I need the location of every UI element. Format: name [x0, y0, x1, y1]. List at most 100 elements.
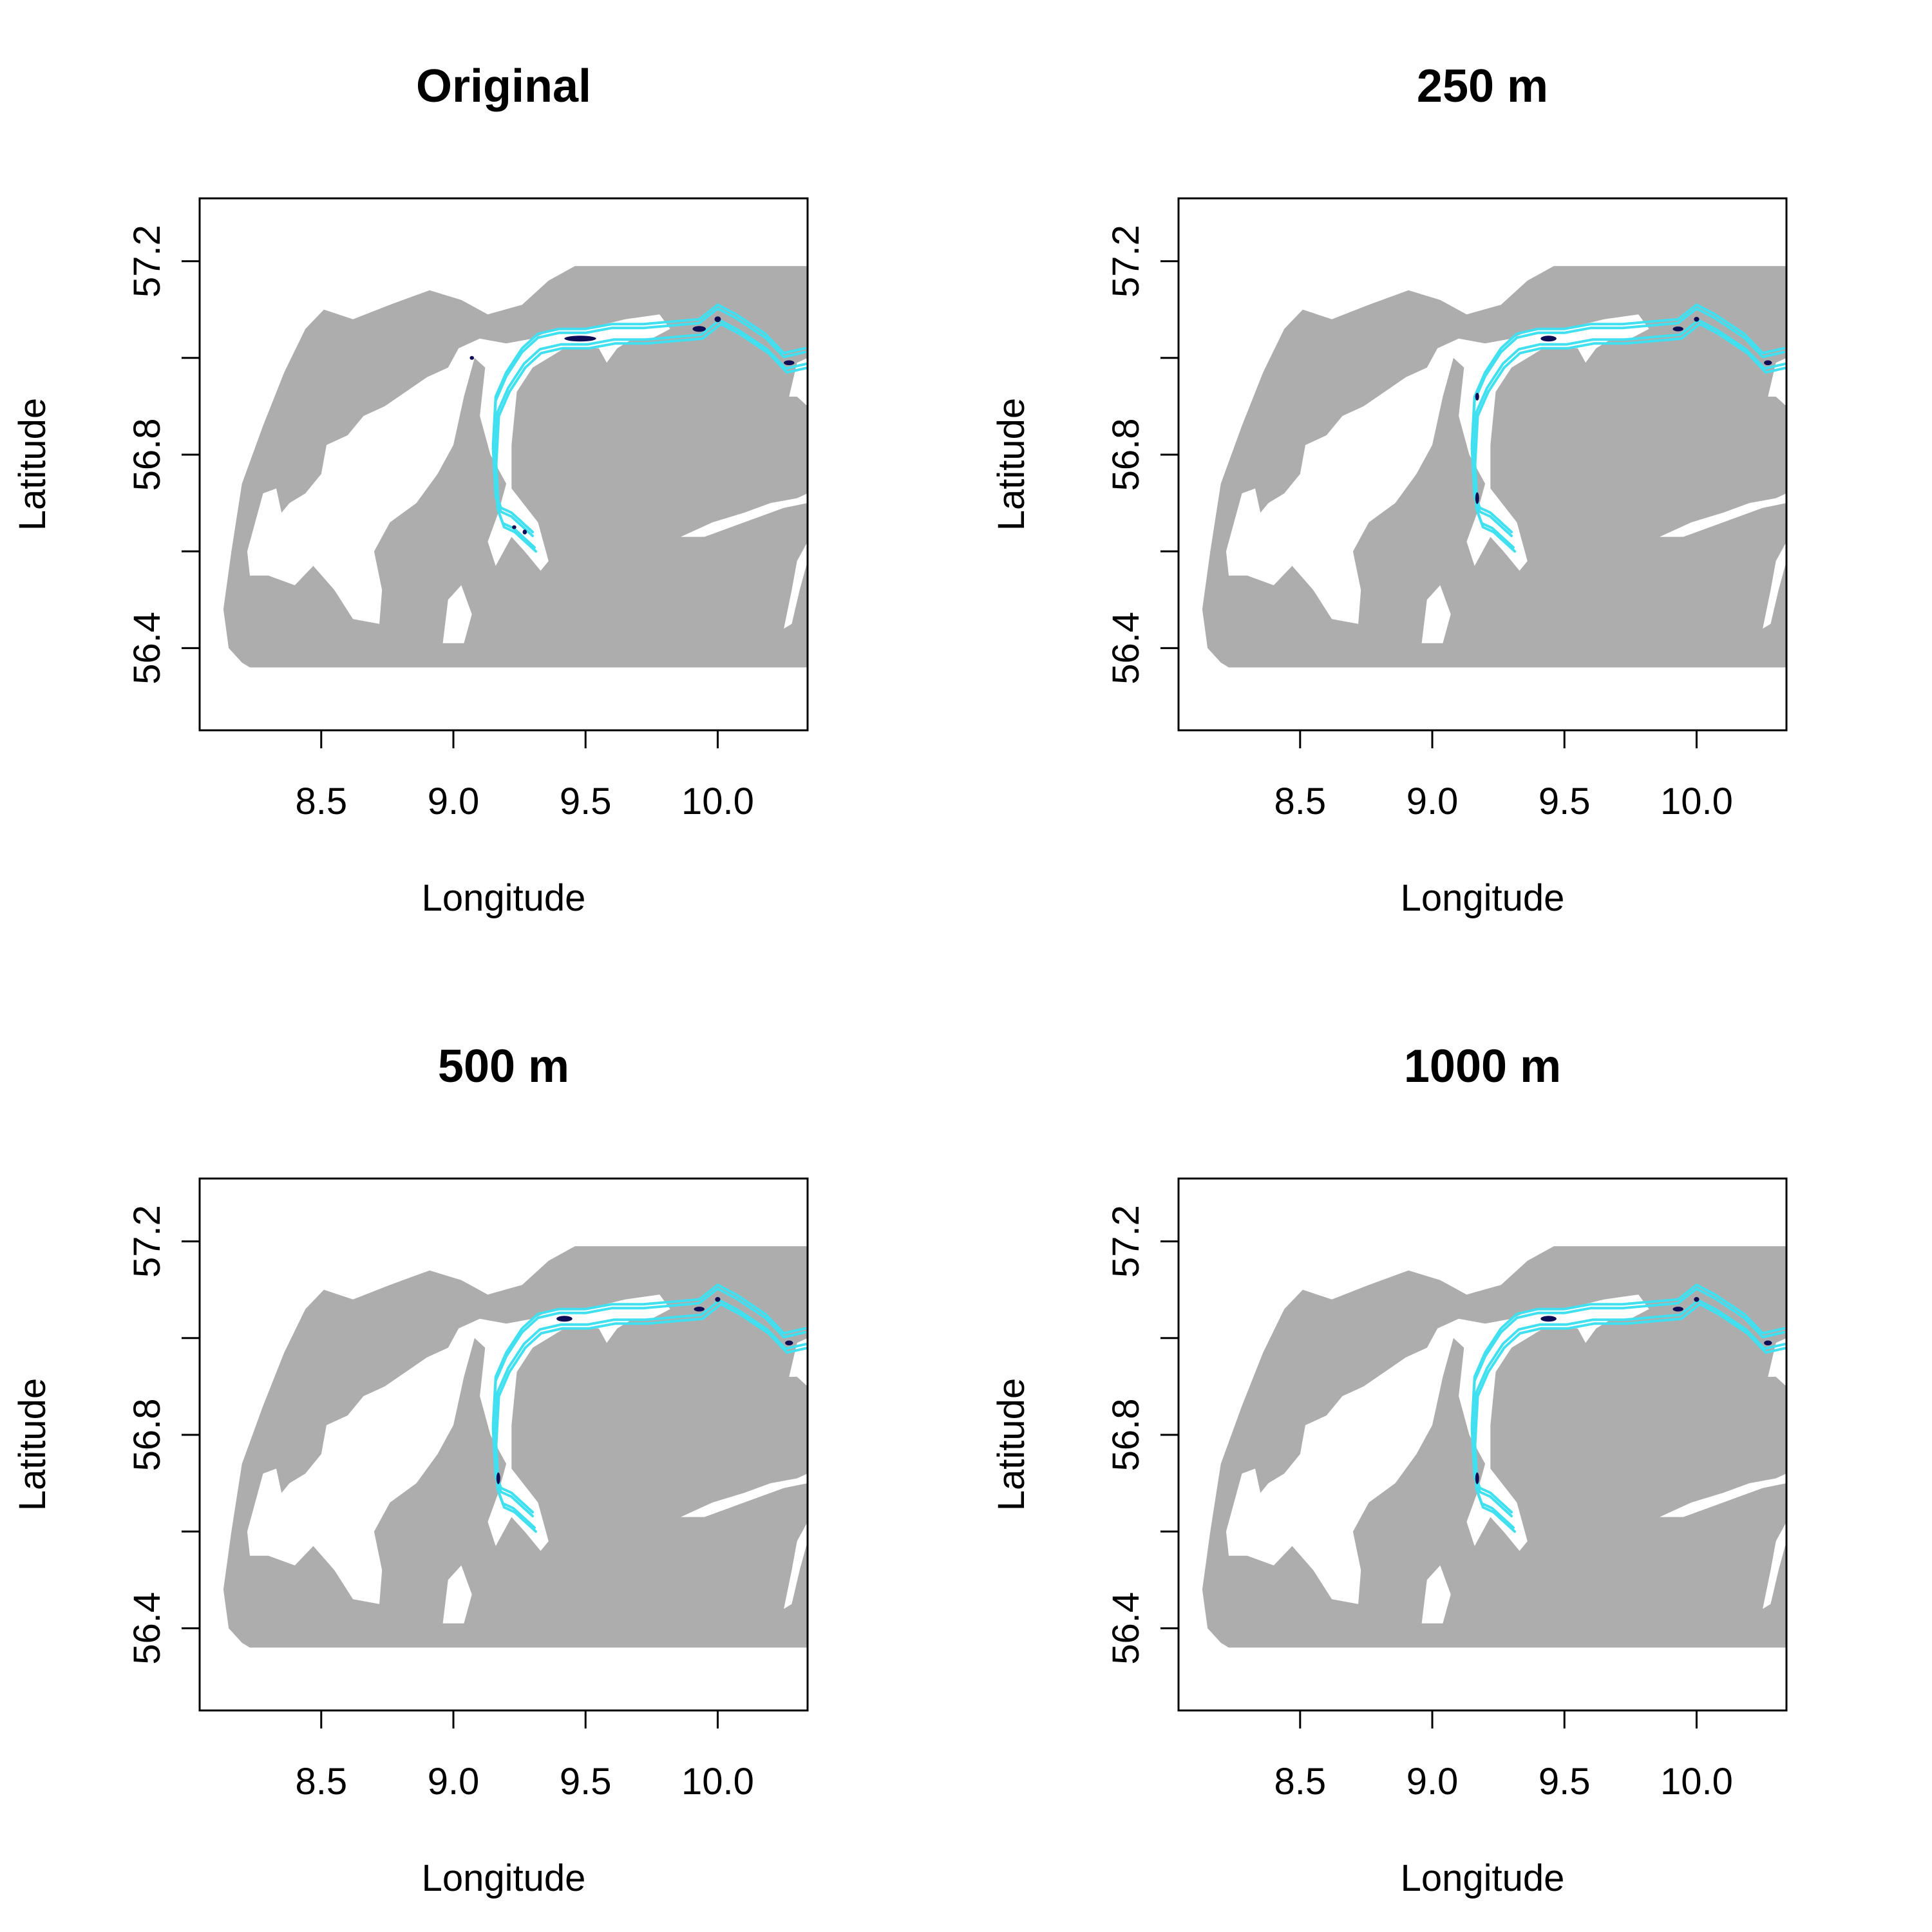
x-axis-label: Longitude [1401, 1857, 1565, 1899]
y-tick-label: 56.4 [126, 612, 168, 685]
x-axis-label: Longitude [422, 877, 586, 919]
y-tick-label: 56.8 [1105, 419, 1147, 491]
route-line [491, 1287, 806, 1518]
map-area [1202, 1246, 1786, 1648]
y-tick-label: 56.4 [1105, 612, 1147, 685]
route-line [1472, 1299, 1786, 1530]
x-axis-label: Longitude [422, 1857, 586, 1899]
y-axis-label: Latitude [12, 398, 53, 531]
density-hotspot [1475, 392, 1479, 401]
map-area [223, 1246, 808, 1648]
x-tick-label: 9.5 [560, 781, 612, 822]
water-body [784, 1522, 808, 1609]
density-hotspot [1694, 316, 1700, 322]
density-hotspot [694, 1306, 705, 1312]
x-tick-label: 10.0 [681, 781, 754, 822]
water-body [1763, 542, 1786, 629]
water-body [681, 493, 808, 537]
x-axis-label: Longitude [1401, 877, 1565, 919]
map-area [223, 266, 808, 668]
density-hotspot [564, 336, 596, 342]
map-area [1202, 266, 1786, 668]
density-hotspot [1694, 1296, 1700, 1302]
water-body [1660, 1473, 1786, 1517]
water-body [1763, 1522, 1786, 1609]
plot-frame [1177, 197, 1788, 732]
panel-title: 500 m [438, 1041, 569, 1092]
y-tick-label: 56.4 [1105, 1592, 1147, 1665]
water-body [1226, 314, 1649, 624]
water-body [247, 314, 670, 624]
panel-title: Original [416, 61, 591, 112]
water-body [442, 1565, 472, 1624]
route-line [1470, 307, 1785, 538]
density-hotspot [512, 525, 516, 529]
route-line [491, 307, 806, 538]
x-tick-label: 9.5 [560, 1761, 612, 1803]
plot-frame [198, 197, 809, 732]
x-tick-label: 10.0 [681, 1761, 754, 1803]
density-hotspot [784, 360, 795, 366]
x-tick-label: 9.0 [428, 1761, 480, 1803]
x-tick-label: 8.5 [1274, 781, 1326, 822]
density-hotspot [1475, 1472, 1479, 1484]
y-tick-label: 57.2 [126, 1205, 168, 1278]
route-line [493, 1299, 808, 1530]
y-tick-label: 56.8 [126, 419, 168, 491]
density-hotspot [715, 1296, 721, 1302]
density-hotspot [1672, 1306, 1683, 1312]
density-hotspot [1540, 336, 1557, 342]
panel-title: 250 m [1417, 61, 1548, 112]
y-tick-label: 57.2 [1105, 1205, 1147, 1278]
y-axis-label: Latitude [12, 1378, 53, 1511]
route-line [493, 319, 808, 549]
y-tick-label: 56.8 [1105, 1399, 1147, 1472]
y-axis-label: Latitude [990, 1378, 1032, 1511]
x-tick-label: 8.5 [1274, 1761, 1326, 1803]
density-hotspot [1764, 1340, 1772, 1346]
water-body [1421, 585, 1451, 643]
x-tick-label: 9.0 [1406, 781, 1459, 822]
x-tick-label: 9.0 [428, 781, 480, 822]
route-line [491, 303, 806, 534]
route-line [1470, 303, 1785, 534]
plot-frame [198, 1177, 809, 1712]
density-hotspot [522, 529, 527, 535]
density-hotspot [496, 1472, 500, 1484]
x-tick-label: 9.5 [1539, 781, 1591, 822]
water-body [784, 542, 808, 629]
x-tick-label: 10.0 [1660, 781, 1733, 822]
y-tick-label: 56.8 [126, 1399, 168, 1472]
water-body [1226, 1294, 1649, 1604]
y-tick-label: 57.2 [126, 225, 168, 298]
x-tick-label: 9.0 [1406, 1761, 1459, 1803]
density-hotspot [692, 326, 706, 332]
map-panel-4: 8.5 9.0 9.5 10.0 56.4 56.8 57.2 1000 m Longitude… [990, 1041, 1788, 1899]
water-body [247, 1294, 670, 1604]
route-line [1472, 319, 1786, 549]
water-body [1421, 1565, 1451, 1624]
route-line [491, 1283, 806, 1514]
density-hotspot [1475, 492, 1479, 504]
density-hotspot [556, 1316, 573, 1322]
x-tick-label: 9.5 [1539, 1761, 1591, 1803]
x-tick-label: 8.5 [295, 1761, 347, 1803]
y-tick-label: 56.4 [126, 1592, 168, 1665]
route-line [1470, 1283, 1785, 1514]
density-hotspot [469, 355, 475, 360]
density-hotspot [1540, 1316, 1557, 1322]
x-tick-label: 10.0 [1660, 1761, 1733, 1803]
density-hotspot [1764, 360, 1772, 366]
water-body [1660, 493, 1786, 537]
panel-title: 1000 m [1404, 1041, 1561, 1092]
y-tick-label: 57.2 [1105, 225, 1147, 298]
route-line [1470, 1287, 1785, 1518]
water-body [442, 585, 472, 643]
map-panel-2: 8.5 9.0 9.5 10.0 56.4 56.8 57.2 250 m Longitude L… [990, 61, 1788, 919]
plot-frame [1177, 1177, 1788, 1712]
map-panel-3: 8.5 9.0 9.5 10.0 56.4 56.8 57.2 500 m Longitude L… [12, 1041, 809, 1899]
water-body [681, 1473, 808, 1517]
x-tick-label: 8.5 [295, 781, 347, 822]
density-hotspot [714, 316, 721, 323]
